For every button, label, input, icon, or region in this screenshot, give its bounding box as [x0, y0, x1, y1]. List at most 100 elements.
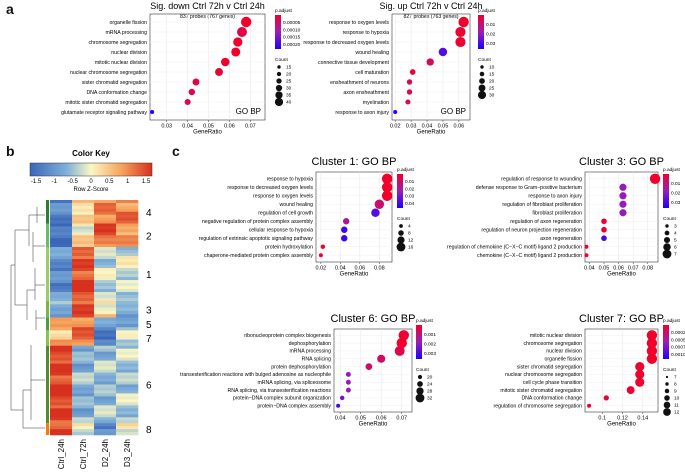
- heatmap-cell: [50, 235, 73, 239]
- cluster-label: 5: [146, 320, 152, 331]
- cluster-sidebar: [46, 223, 49, 247]
- color-bar: [416, 325, 422, 359]
- heatmap-cell: [72, 408, 95, 412]
- color-legend-tick: 0.001: [424, 332, 436, 338]
- color-legend-title: p.adjust: [663, 318, 680, 324]
- heatmap-cell: [72, 274, 95, 278]
- size-legend-dot: [396, 242, 406, 252]
- heatmap-cell: [50, 390, 73, 394]
- category-label: glutamate receptor signaling pathway: [61, 110, 147, 116]
- heatmap-cell: [94, 256, 117, 260]
- heatmap-cell: [72, 271, 95, 275]
- heatmap-cell: [50, 226, 73, 230]
- size-legend-value: 20: [427, 375, 433, 381]
- heatmap-cell: [94, 283, 117, 287]
- category-label: regulation of neuron projection regenera…: [481, 228, 582, 234]
- panel-label-a: a: [6, 1, 14, 17]
- heatmap-cell: [72, 320, 95, 325]
- cluster-sidebar: [46, 345, 49, 424]
- color-bar: [275, 15, 281, 49]
- data-point: [240, 16, 252, 28]
- heatmap-cell: [116, 339, 139, 343]
- heatmap-cell: [50, 295, 73, 299]
- size-legend-value: 12: [674, 410, 680, 416]
- size-legend-dot: [275, 91, 283, 99]
- heatmap-cell: [72, 238, 95, 242]
- category-label: regulation of fibroblast proliferation: [502, 202, 582, 208]
- heatmap-cell: [94, 289, 117, 293]
- size-legend-value: 20: [286, 72, 292, 78]
- category-label: response to axon injury: [335, 110, 389, 116]
- heatmap-cell: [116, 417, 139, 421]
- panel-label-c: c: [172, 143, 180, 159]
- chart-title: Cluster 1: GO BP: [312, 156, 397, 168]
- data-point: [603, 395, 609, 401]
- heatmap-cell: [50, 399, 73, 403]
- color-bar: [663, 325, 669, 359]
- heatmap-cell: [94, 408, 117, 412]
- data-point: [405, 99, 411, 105]
- heatmap-cell: [94, 232, 117, 236]
- heatmap-cell: [94, 226, 117, 230]
- heatmap-cell: [94, 301, 117, 305]
- heatmap-cell: [50, 289, 73, 293]
- x-axis-label: GeneRatio: [359, 422, 388, 428]
- data-point: [646, 345, 658, 357]
- data-point: [365, 363, 373, 370]
- chart-subtitle: 837 probes (767 genes): [180, 14, 235, 20]
- data-point: [396, 337, 407, 349]
- x-tick-label: 0.04: [335, 266, 346, 272]
- heatmap-cell: [72, 372, 95, 376]
- category-label: chaperone-mediated protein complex assem…: [204, 253, 313, 259]
- size-legend-title: Count: [663, 367, 676, 373]
- size-legend-value: 32: [427, 396, 433, 402]
- data-point: [619, 192, 627, 200]
- category-label: dephosphorylation: [289, 341, 332, 347]
- color-key-tick: 1: [126, 179, 130, 185]
- cluster-sidebar: [46, 247, 49, 302]
- heatmap-cell: [116, 360, 139, 364]
- heatmap-cell: [94, 200, 117, 204]
- heatmap-cell: [116, 384, 139, 388]
- size-legend-value: 30: [286, 86, 292, 92]
- category-label: nuclear chromosome segregation: [70, 70, 147, 76]
- category-label: chromosome segregation: [88, 40, 147, 46]
- heatmap-cell: [116, 214, 139, 218]
- heatmap-cell: [94, 265, 117, 269]
- chart-title: Cluster 6: GO BP: [331, 313, 416, 325]
- heatmap-cell: [116, 220, 139, 224]
- heatmap-cell: [116, 323, 139, 328]
- size-legend-value: 12: [408, 238, 414, 244]
- heatmap-cell: [94, 244, 117, 248]
- heatmap-cell: [50, 314, 73, 318]
- heatmap-cell: [116, 286, 139, 290]
- plot-frame: [584, 328, 659, 413]
- size-legend-dot: [275, 84, 283, 92]
- category-label: response to oxygen levels: [253, 194, 313, 200]
- size-legend-dot: [663, 408, 671, 416]
- data-point: [635, 377, 645, 387]
- color-legend-title: p.adjust: [275, 8, 292, 14]
- heatmap-cell: [94, 247, 117, 251]
- cluster-label: 8: [146, 425, 152, 436]
- heatmap-cell: [94, 387, 117, 391]
- color-legend-tick: 0.002: [424, 341, 436, 347]
- heatmap-cell: [116, 265, 139, 269]
- heatmap-cell: [72, 366, 95, 370]
- cluster-label: 1: [146, 270, 152, 281]
- heatmap-cell: [50, 301, 73, 305]
- data-point: [587, 403, 592, 408]
- heatmap-cell: [94, 402, 117, 406]
- heatmap-cell: [116, 408, 139, 412]
- heatmap-cell: [94, 320, 117, 325]
- heatmap-cell: [94, 423, 117, 427]
- heatmap-cell: [94, 314, 117, 318]
- heatmap-cell: [50, 417, 73, 421]
- size-legend-dot: [417, 381, 423, 387]
- data-point: [619, 209, 627, 217]
- heatmap-cell: [50, 375, 73, 379]
- x-tick-label: 0.06: [613, 266, 624, 272]
- heatmap-cell: [116, 247, 139, 251]
- heatmap-cell: [50, 423, 73, 427]
- heatmap-cell: [72, 411, 95, 415]
